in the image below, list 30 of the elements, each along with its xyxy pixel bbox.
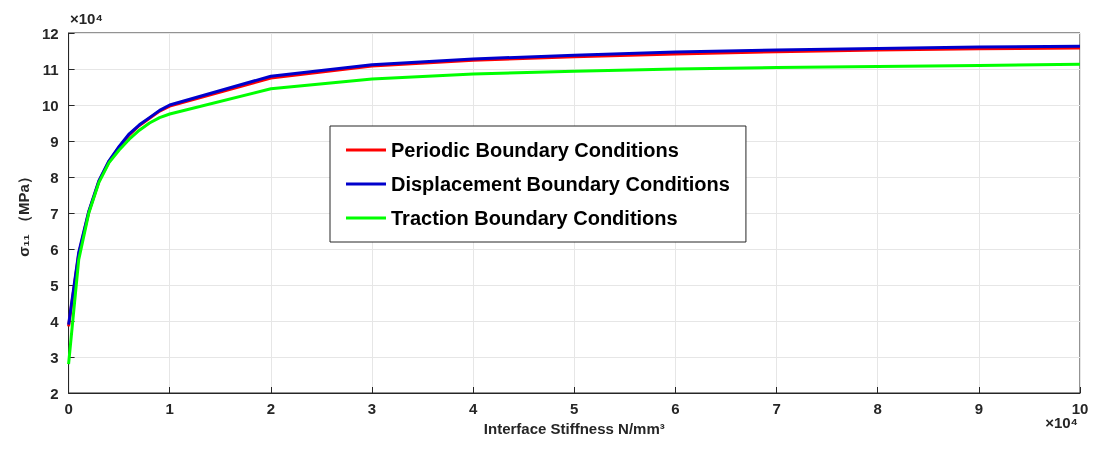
y-tick-label: 11 [42, 60, 59, 78]
y-tick-label: 4 [50, 312, 60, 330]
x-tick-label: 3 [367, 400, 377, 417]
y-tick-label: 6 [50, 240, 59, 258]
x-tick-label: 9 [974, 400, 984, 417]
line-series [67, 62, 1082, 366]
legend-label: Periodic Boundary Conditions [391, 139, 679, 161]
y-axis-title: σ₁₁ （MPa） [15, 169, 32, 257]
x-tick-label: 5 [570, 400, 579, 417]
x-tick-label: 6 [671, 400, 680, 417]
x-tick-label: 0 [64, 400, 73, 417]
x-tick-label: 7 [772, 400, 781, 417]
y-tick-label: 9 [50, 132, 59, 150]
y-tick-label: 10 [41, 96, 59, 114]
legend-label: Displacement Boundary Conditions [391, 173, 730, 195]
x-tick-label: 4 [468, 400, 478, 417]
y-tick-label: 2 [50, 384, 59, 402]
y-tick-label: 8 [50, 168, 59, 186]
x-tick-label: 1 [165, 400, 174, 417]
text: ×10⁴ [70, 10, 103, 27]
x-tick-label: 10 [1071, 400, 1089, 417]
text: ×10⁴ [1045, 414, 1079, 431]
y-tick-label: 5 [50, 276, 59, 294]
y-tick-label: 3 [50, 348, 59, 366]
x-tick-label: 8 [873, 400, 882, 417]
x-axis-title: Interface Stiffness N/mm³ [483, 419, 665, 437]
y-tick-label: 7 [50, 204, 59, 222]
x-tick-label: 2 [266, 400, 276, 417]
y-tick-label: 12 [41, 24, 59, 42]
legend-label: Traction Boundary Conditions [391, 207, 678, 229]
